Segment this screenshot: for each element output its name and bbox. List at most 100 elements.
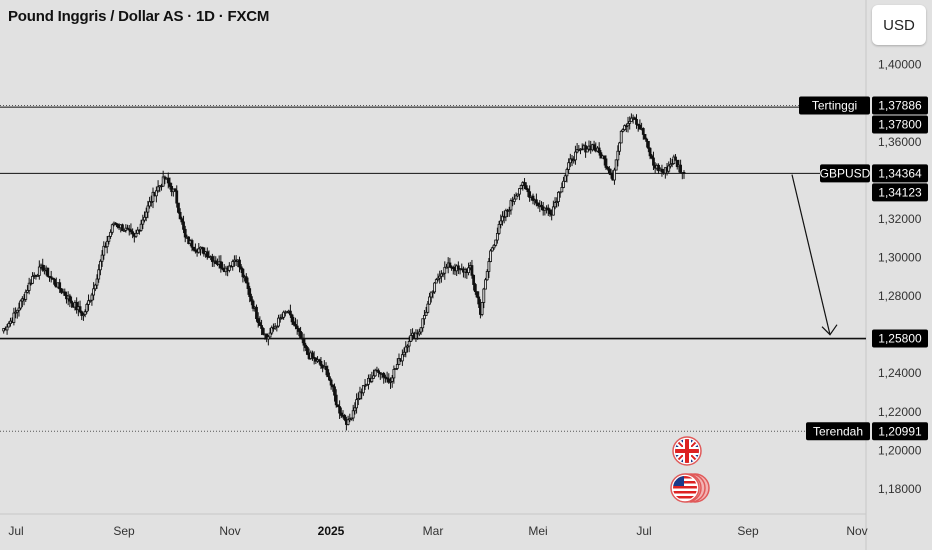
candle-body [338,406,342,414]
candle-body [635,118,638,125]
candle-body [219,261,223,269]
candle-body [358,391,362,399]
candle-body [551,206,555,216]
x-tick-label: Mar [423,524,444,538]
candle-body [80,311,84,316]
candle-body [329,379,333,386]
candle-body [531,195,535,201]
candle-body [641,128,645,135]
candle-body [151,191,155,202]
candle-body [485,271,489,281]
candle-body [95,278,99,286]
price-tag-box [806,422,870,441]
y-tick-label: 1,36000 [878,135,922,149]
candle-body [567,162,571,170]
candle-body [129,229,133,233]
candle-body [429,291,433,298]
candle-body [421,318,425,329]
x-tick-label: 2025 [318,524,345,538]
trend-arrow-line [791,174,831,335]
y-tick-label: 1,20000 [878,443,922,457]
candle-body [509,200,513,211]
candle-body [192,246,196,251]
candle-body [292,321,296,325]
price-label: 1,34364 [878,166,922,180]
candle-body [484,279,487,290]
candle-body [295,325,299,329]
candle-body [134,232,138,237]
candle-body [346,419,350,425]
candle-body [365,383,369,386]
candle-body [324,366,328,370]
uk-flag-icon[interactable] [672,436,702,466]
candle-body [404,346,408,353]
candle-body [499,220,503,225]
candle-body [497,223,501,234]
candle-body [630,117,633,122]
candle-body [504,209,508,218]
candle-body [304,344,308,348]
candle-body [109,231,112,237]
candle-body [241,268,245,278]
candle-body [477,296,481,305]
candle-body [297,328,301,332]
candle-body [331,384,335,388]
currency-button[interactable]: USD [872,5,926,45]
x-tick-label: Nov [846,524,867,538]
candle-body [540,204,543,208]
candle-body [585,148,589,153]
candle-body [487,261,491,272]
price-label: 1,25800 [878,332,922,346]
candle-body [141,219,145,225]
price-label-box [872,422,928,441]
candle-body [27,282,31,291]
candle-body [646,140,650,149]
candle-body [214,260,218,264]
candle-body [166,177,170,184]
candle-body [419,327,423,333]
candle-body [121,224,124,231]
candle-body [326,369,330,378]
candle-body [392,369,396,379]
candle-body [472,274,476,285]
candle-body [409,335,413,342]
price-label-box [872,329,928,348]
candle-body [674,156,677,161]
candle-body [606,167,610,170]
candle-body [173,188,177,192]
candle-body [402,351,406,356]
candle-body [643,134,647,140]
candle-body [190,240,194,248]
candle-body [227,265,231,271]
candle-body [355,399,358,409]
candle-body [512,198,516,202]
candle-body [75,302,79,311]
candle-body [528,191,532,198]
candle-body [351,410,355,419]
candle-body [473,284,477,292]
candle-body [139,223,143,231]
candle-body [633,117,637,120]
candle-body [609,172,613,176]
candle-body [333,386,336,396]
candle-body [12,312,16,323]
candle-body [599,152,603,159]
candle-body [317,359,321,362]
candle-body [407,341,411,347]
candle-body [448,262,452,268]
candle-body [180,218,184,223]
candle-body [660,168,664,173]
candle-body [175,190,179,204]
candle-body [667,165,671,172]
x-tick-label: Nov [219,524,240,538]
candle-body [568,158,572,164]
candle-body [17,307,21,311]
chart-title: Pound Inggris / Dollar AS · 1D · FXCM [8,8,270,25]
candle-body [261,328,265,335]
candle-body [246,282,250,290]
candle-body [97,269,101,280]
us-flag-icon[interactable] [670,472,714,504]
x-tick-label: Mei [528,524,547,538]
y-tick-label: 1,30000 [878,251,922,265]
